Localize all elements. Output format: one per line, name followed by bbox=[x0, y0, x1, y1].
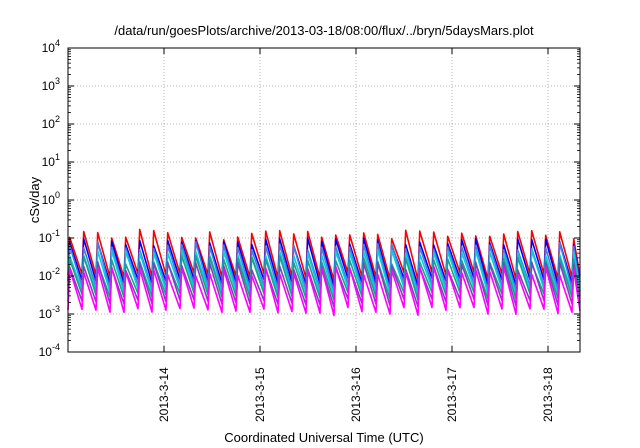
data-series bbox=[67, 228, 581, 317]
x-tick-label: 2013-3-15 bbox=[253, 367, 267, 422]
y-tick-label: 10-3 bbox=[39, 304, 60, 321]
y-axis-label: cSv/day bbox=[27, 176, 42, 223]
y-axis-tick-labels: 10-4 10-3 10-2 10-1 100 101 102 103 104 bbox=[39, 38, 60, 359]
x-axis-label: Coordinated Universal Time (UTC) bbox=[224, 430, 423, 445]
x-tick-label: 2013-3-18 bbox=[541, 367, 555, 422]
y-tick-label: 102 bbox=[42, 114, 60, 131]
x-axis-tick-labels: 2013-3-14 2013-3-15 2013-3-16 2013-3-17 2013… bbox=[157, 367, 555, 422]
y-tick-label: 10-2 bbox=[39, 266, 60, 283]
chart-title: /data/run/goesPlots/archive/2013-03-18/0… bbox=[114, 23, 534, 38]
y-tick-label: 101 bbox=[42, 152, 60, 169]
y-tick-label: 104 bbox=[42, 38, 60, 55]
x-tick-label: 2013-3-17 bbox=[445, 367, 459, 422]
series-line bbox=[67, 265, 581, 317]
x-tick-label: 2013-3-14 bbox=[157, 367, 171, 422]
y-tick-label: 100 bbox=[42, 190, 60, 207]
y-tick-label: 10-4 bbox=[39, 342, 60, 359]
y-tick-label: 103 bbox=[42, 76, 60, 93]
x-tick-label: 2013-3-16 bbox=[349, 367, 363, 422]
axis-ticks bbox=[68, 47, 580, 353]
y-tick-label: 10-1 bbox=[39, 228, 60, 245]
